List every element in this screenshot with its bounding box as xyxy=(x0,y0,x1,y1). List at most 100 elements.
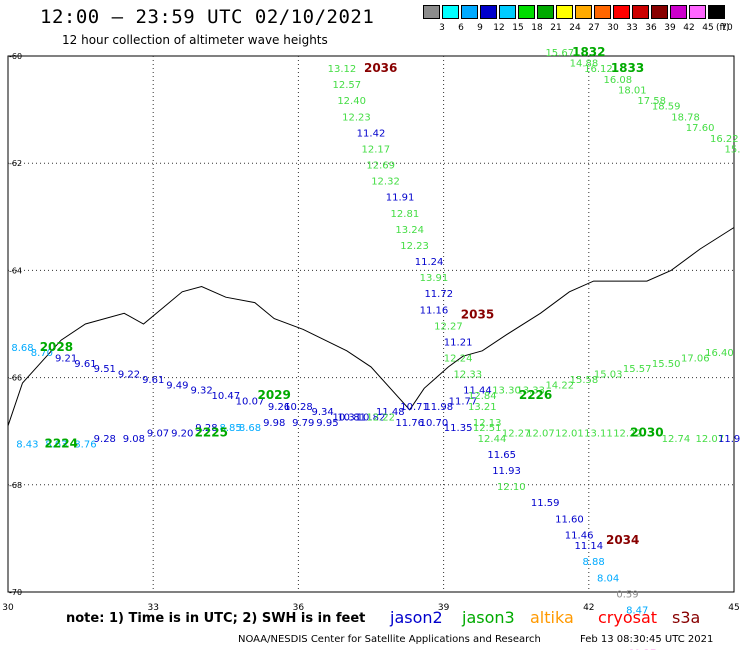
wave-height-value: 13.24 xyxy=(395,225,424,236)
satellite-legend-cryosat: cryosat xyxy=(598,608,658,627)
wave-height-value: 9.20 xyxy=(171,429,193,440)
wave-height-value: 16.08 xyxy=(604,75,633,86)
color-legend-label: 24 xyxy=(569,23,581,33)
wave-height-value: 9.07 xyxy=(147,429,169,440)
lat-tick-label: -60 xyxy=(9,52,22,61)
wave-height-value: 15.67 xyxy=(545,48,574,59)
track-2035: 2035 xyxy=(461,308,494,322)
wave-height-value: 15.03 xyxy=(594,370,623,381)
lat-tick-label: -62 xyxy=(9,159,22,168)
wave-height-value: 10.71 xyxy=(400,402,429,413)
color-legend-label: 42 xyxy=(683,23,695,33)
wave-height-value: 9.79 xyxy=(292,418,314,429)
color-legend-swatch xyxy=(423,5,440,19)
wave-height-value: 11.76 xyxy=(395,418,424,429)
color-legend-swatch xyxy=(480,5,497,19)
color-legend-label: 30 xyxy=(607,23,619,33)
track-time-label: 2035 xyxy=(461,308,494,322)
wave-height-value: 17.58 xyxy=(637,96,666,107)
wave-height-value: 9.08 xyxy=(123,434,145,445)
wave-height-value: 12.57 xyxy=(332,80,361,91)
wave-height-value: 12.07 xyxy=(695,434,724,445)
wave-height-value: 11.48 xyxy=(376,407,405,418)
wave-height-value: 11.77 xyxy=(449,396,478,407)
wave-height-value: 12.81 xyxy=(391,209,420,220)
wave-height-value: 9.34 xyxy=(311,407,333,418)
color-legend-swatch xyxy=(575,5,592,19)
wave-height-value: 9.98 xyxy=(263,418,285,429)
color-legend-swatch xyxy=(537,5,554,19)
wave-height-value: 11.46 xyxy=(565,530,594,541)
wave-height-value: 16.40 xyxy=(705,348,734,359)
wave-height-value: 14.88 xyxy=(570,59,599,70)
wave-height-value: 10.28 xyxy=(284,402,313,413)
wave-height-value: 11.98 xyxy=(424,402,453,413)
track-time-label: 2036 xyxy=(364,61,397,75)
wave-height-value: 18.59 xyxy=(652,102,681,113)
wave-height-value: 12.24 xyxy=(444,354,473,365)
satellite-legend-altika: altika xyxy=(530,608,574,627)
wave-height-value: 11.72 xyxy=(424,289,453,300)
wave-height-value: 10.82 xyxy=(357,412,386,423)
color-legend-swatch xyxy=(594,5,611,19)
wave-height-value: 8.88 xyxy=(583,557,605,568)
wave-height-value: 11.21 xyxy=(444,337,473,348)
wave-height-value: 9.21 xyxy=(55,354,77,365)
wave-height-value: 12.23 xyxy=(400,241,429,252)
footer-note: note: 1) Time is in UTC; 2) SWH is in fe… xyxy=(66,611,366,626)
wave-height-value: 16.12 xyxy=(584,64,613,75)
wave-height-value: 11.16 xyxy=(420,305,449,316)
wave-height-value: 12.22 xyxy=(613,429,642,440)
lat-tick-label: -68 xyxy=(9,481,22,490)
track-unlabeled: 60.2754.86 xyxy=(628,648,657,650)
track-time-label: 2028 xyxy=(40,340,73,354)
color-legend-label: 18 xyxy=(531,23,543,33)
wave-height-value: 11.65 xyxy=(487,450,516,461)
wave-height-value: 9.28 xyxy=(94,434,116,445)
wave-height-value: 8.70 xyxy=(31,348,53,359)
wave-height-value: 18.01 xyxy=(618,86,647,97)
wave-height-value: 12.10 xyxy=(497,482,526,493)
wave-height-value: 9.28 xyxy=(195,423,217,434)
wave-height-value: 11.93 xyxy=(492,466,521,477)
page-title: 12:00 – 23:59 UTC 02/10/2021 xyxy=(40,6,375,28)
satellite-legend-s3a: s3a xyxy=(672,608,701,627)
lon-tick-label: 36 xyxy=(293,603,305,613)
color-legend-label: 36 xyxy=(645,23,657,33)
wave-height-value: 11.91 xyxy=(386,193,415,204)
wave-height-value: 17.60 xyxy=(686,123,715,134)
color-legend-swatch xyxy=(556,5,573,19)
wave-height-value: 12.27 xyxy=(434,321,463,332)
wave-height-value: 12.32 xyxy=(371,177,400,188)
wave-height-value: 11.35 xyxy=(444,423,473,434)
wave-height-value: 12.44 xyxy=(478,434,507,445)
track-time-label: 2029 xyxy=(257,388,290,402)
wave-height-value: 9.61 xyxy=(74,359,96,370)
wave-height-value: 11.42 xyxy=(357,128,386,139)
wave-height-value: 13.21 xyxy=(468,402,497,413)
wave-height-value: 9.51 xyxy=(94,364,116,375)
color-legend-swatch xyxy=(499,5,516,19)
wave-height-value: 12.17 xyxy=(362,144,391,155)
color-legend-label: 6 xyxy=(458,23,464,33)
color-legend-unit: (ft) xyxy=(716,23,730,33)
lon-tick-label: 33 xyxy=(147,603,158,613)
track-2225: 2225 xyxy=(195,426,228,440)
wave-height-value: 12.27 xyxy=(502,429,531,440)
lon-tick-label: 30 xyxy=(2,603,14,613)
color-legend-swatch xyxy=(461,5,478,19)
color-legend-swatch xyxy=(442,5,459,19)
track-time-label: 1833 xyxy=(611,61,644,75)
color-legend-label: 15 xyxy=(512,23,524,33)
wave-height-value: 15.50 xyxy=(652,359,681,370)
track-time-label: 2034 xyxy=(606,533,639,547)
wave-height-value: 9.61 xyxy=(142,375,164,386)
wave-height-value: 12.23 xyxy=(342,112,371,123)
wave-height-value: 17.06 xyxy=(681,354,710,365)
wave-height-value: 12.07 xyxy=(526,429,555,440)
track-2224: 8.43 8.63 8.769.28 9.08 9.07 9.20 9.28 8.858.68… xyxy=(16,412,472,450)
wave-height-value: 60.27 xyxy=(628,648,657,650)
